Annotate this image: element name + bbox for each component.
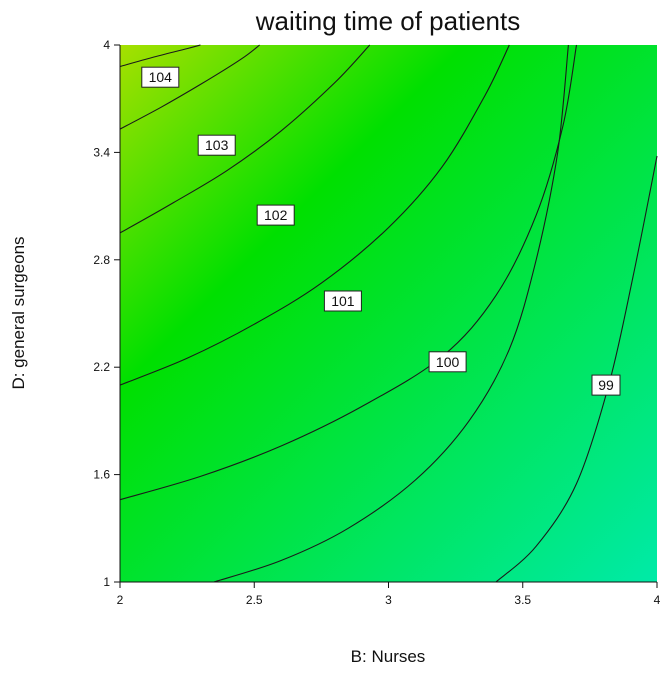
y-tick-label: 3.4 bbox=[93, 145, 110, 159]
contour-label-text: 100 bbox=[436, 354, 460, 370]
contour-label-box bbox=[323, 290, 362, 312]
y-axis: 1 1.6 2.2 2.8 3.4 4 bbox=[93, 38, 121, 589]
contour-label-text: 101 bbox=[331, 293, 355, 309]
contour-line bbox=[213, 44, 569, 583]
contour-label-text: 103 bbox=[205, 137, 229, 153]
contour-line-103 bbox=[119, 44, 260, 130]
x-axis-label: B: Nurses bbox=[351, 647, 426, 666]
contour-line-102 bbox=[119, 44, 371, 234]
x-tick-label: 3 bbox=[385, 593, 392, 607]
y-tick-label: 1 bbox=[103, 575, 110, 589]
contour-label-box bbox=[141, 66, 180, 88]
y-axis-label: D: general surgeons bbox=[9, 236, 28, 389]
x-tick-label: 4 bbox=[654, 593, 661, 607]
contour-line-104 bbox=[119, 44, 201, 68]
y-tick-label: 2.8 bbox=[93, 253, 110, 267]
contour-label-text: 99 bbox=[598, 377, 614, 393]
contour-label-99: 99 bbox=[591, 374, 621, 396]
contour-label-box bbox=[256, 204, 295, 226]
contour-label-102: 102 bbox=[256, 204, 295, 226]
x-tick-label: 2 bbox=[117, 593, 124, 607]
x-tick-label: 3.5 bbox=[514, 593, 531, 607]
contour-label-box bbox=[591, 374, 621, 396]
y-tick-label: 4 bbox=[103, 38, 110, 52]
y-tick-label: 1.6 bbox=[93, 468, 110, 482]
plot-area bbox=[120, 45, 657, 582]
contour-labels: 104 103 102 101 100 99 bbox=[141, 66, 621, 396]
contour-label-box bbox=[197, 134, 236, 156]
contour-label-103: 103 bbox=[197, 134, 236, 156]
y-tick-label: 2.2 bbox=[93, 360, 110, 374]
x-axis: 2 2.5 3 3.5 4 bbox=[117, 581, 661, 607]
contour-line-101 bbox=[119, 44, 510, 386]
contour-lines bbox=[119, 44, 658, 583]
contour-label-101: 101 bbox=[323, 290, 362, 312]
x-tick-label: 2.5 bbox=[246, 593, 263, 607]
contour-label-text: 104 bbox=[149, 69, 173, 85]
contour-line-99 bbox=[495, 155, 658, 583]
contour-label-100: 100 bbox=[428, 351, 467, 373]
contour-label-box bbox=[428, 351, 467, 373]
contour-label-text: 102 bbox=[264, 207, 288, 223]
chart-title: waiting time of patients bbox=[255, 6, 520, 36]
contour-label-104: 104 bbox=[141, 66, 180, 88]
